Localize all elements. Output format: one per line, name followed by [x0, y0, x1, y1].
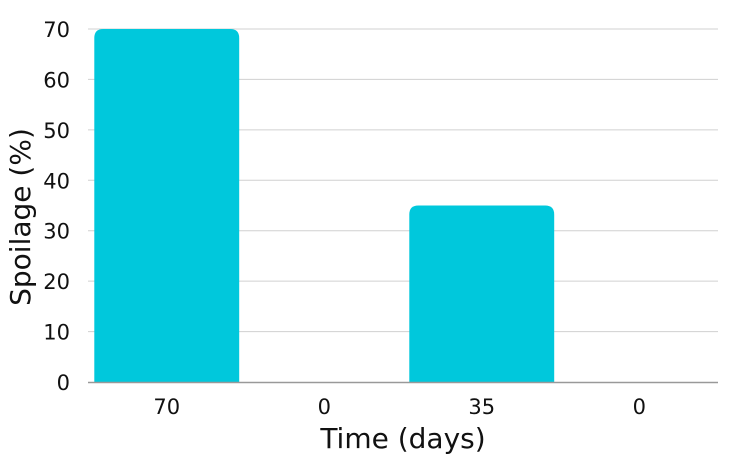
y-tick-label: 50 — [43, 119, 70, 143]
y-tick-label: 40 — [43, 169, 70, 193]
y-tick-label: 0 — [57, 371, 70, 395]
y-axis-title: Spoilage (%) — [4, 128, 37, 306]
bar — [94, 29, 240, 382]
x-tick-label: 0 — [318, 395, 331, 419]
x-tick-label: 70 — [153, 395, 180, 419]
y-tick-label: 70 — [43, 18, 70, 42]
bar — [409, 205, 555, 382]
bars — [94, 29, 555, 382]
x-tick-labels: 70 0 35 0 — [153, 395, 646, 419]
x-tick-label: 0 — [633, 395, 646, 419]
x-axis-title: Time (days) — [319, 422, 485, 455]
y-tick-label: 20 — [43, 270, 70, 294]
y-tick-label: 60 — [43, 68, 70, 92]
y-tick-label: 30 — [43, 220, 70, 244]
y-tick-label: 10 — [43, 321, 70, 345]
x-tick-label: 35 — [468, 395, 495, 419]
y-tick-labels: 0 10 20 30 40 50 60 70 — [43, 18, 70, 395]
